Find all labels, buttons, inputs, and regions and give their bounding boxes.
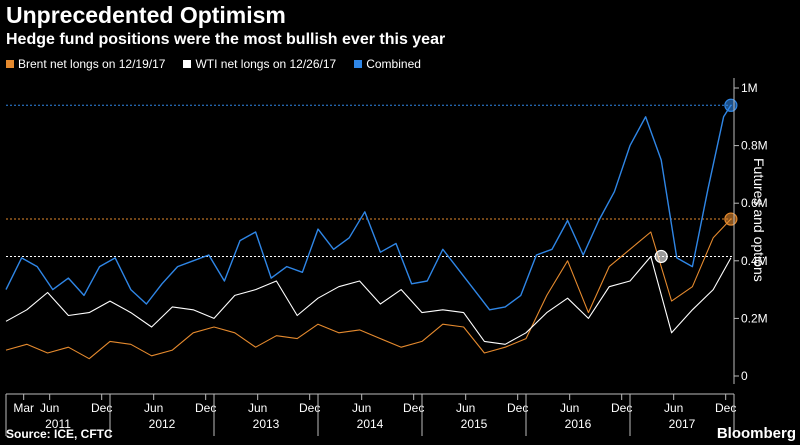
legend-item-combined: Combined (354, 57, 421, 71)
legend-swatch-wti (183, 60, 192, 68)
y-tick-label: 1M (741, 81, 758, 95)
x-month-label: Jun (248, 401, 267, 415)
x-month-label: Dec (715, 401, 736, 415)
legend-swatch-brent (6, 60, 14, 68)
x-month-label: Jun (40, 401, 59, 415)
y-axis-label: Futures and options (751, 158, 767, 282)
endpoint-markers (654, 98, 738, 264)
x-month-label: Jun (456, 401, 475, 415)
x-month-label: Jun (144, 401, 163, 415)
x-month-label: Dec (611, 401, 632, 415)
series-line-wti (5, 255, 732, 345)
chart-subtitle: Hedge fund positions were the most bulli… (6, 31, 446, 48)
x-year-label: 2014 (357, 417, 384, 431)
legend-item-wti: WTI net longs on 12/26/17 (183, 57, 336, 71)
x-month-label: Jun (664, 401, 683, 415)
x-month-label: Jun (560, 401, 579, 415)
endpoint-marker-brent (724, 212, 738, 226)
x-month-label: Jun (352, 401, 371, 415)
x-month-label: Dec (195, 401, 216, 415)
x-month-label: Dec (299, 401, 320, 415)
series-line-combined (5, 104, 732, 311)
legend-label-combined: Combined (366, 57, 421, 71)
x-month-label: Dec (403, 401, 424, 415)
reference-lines (6, 104, 734, 257)
source-note: Source: ICE, CFTC (6, 427, 113, 441)
legend: Brent net longs on 12/19/17 WTI net long… (6, 57, 421, 71)
bloomberg-logo: Bloomberg (716, 425, 796, 442)
legend-swatch-combined (354, 60, 363, 68)
series-line-brent (5, 218, 732, 360)
x-year-label: 2012 (149, 417, 176, 431)
y-tick-label: 0 (741, 369, 748, 383)
x-year-label: 2011 (45, 417, 71, 431)
x-month-label: Mar (13, 401, 34, 415)
y-tick-label: 0.2M (741, 311, 768, 325)
x-year-label: 2017 (669, 417, 696, 431)
y-tick-label: 0.8M (741, 139, 768, 153)
endpoint-marker-wti (654, 249, 668, 264)
legend-label-brent: Brent net longs on 12/19/17 (18, 57, 166, 71)
legend-label-wti: WTI net longs on 12/26/17 (195, 57, 337, 71)
y-tick-label: 0.4M (741, 254, 768, 268)
x-month-label: Dec (507, 401, 528, 415)
axes: 0 0.2M 0.4M 0.6M 0.8M 1M Mar Jun Dec Jun Dec Jun Dec… (5, 78, 768, 436)
x-year-label: 2015 (461, 417, 488, 431)
x-month-label: Dec (91, 401, 112, 415)
x-year-label: 2013 (253, 417, 280, 431)
legend-item-brent: Brent net longs on 12/19/17 (6, 57, 165, 71)
endpoint-marker-combined (724, 98, 738, 112)
y-tick-label: 0.6M (741, 196, 768, 210)
chart-title: Unprecedented Optimism (6, 2, 286, 28)
series-lines (5, 104, 732, 360)
x-year-label: 2016 (565, 417, 592, 431)
